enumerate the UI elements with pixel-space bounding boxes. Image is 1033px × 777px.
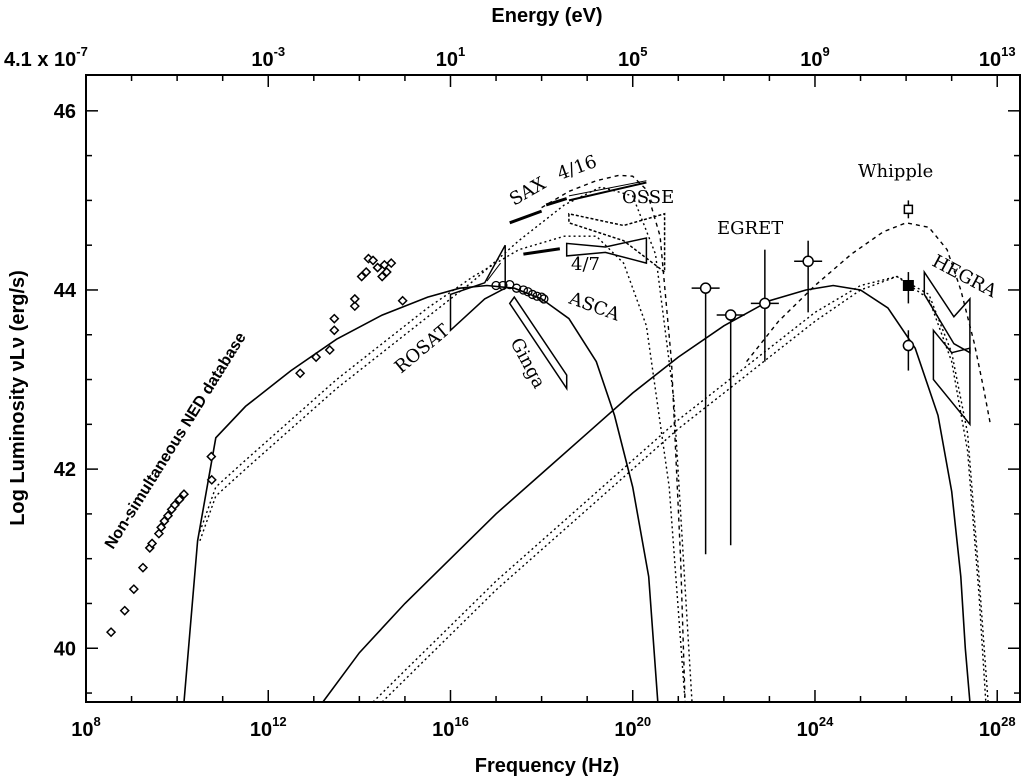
ned-point xyxy=(105,627,117,638)
sax-4-16-label: 4/16 xyxy=(555,151,600,185)
spectrum-hegra-2 xyxy=(932,328,971,427)
spectrum-4/7 xyxy=(565,237,648,265)
x-tick-label: 1020 xyxy=(614,714,651,741)
y-tick-label: 46 xyxy=(54,101,76,123)
data-points-layer xyxy=(105,200,915,638)
ned-point xyxy=(329,313,340,324)
x-axis-title: Frequency (Hz) xyxy=(475,755,619,777)
x-tick-label: 1016 xyxy=(432,714,469,741)
y-axis-title: Log Luminosity νLν (erg/s) xyxy=(7,270,29,526)
ned-point xyxy=(367,255,379,266)
asca-point xyxy=(491,280,501,291)
ratio-4-7-label: 4/7 xyxy=(571,254,600,275)
asca-point xyxy=(518,285,529,295)
asca-point xyxy=(498,280,508,291)
ned-point xyxy=(295,368,306,379)
asca-label: ASCA xyxy=(565,288,623,326)
ned-point xyxy=(156,522,167,533)
egret-point xyxy=(724,309,737,321)
x-tick-label: 1012 xyxy=(250,714,287,741)
ned-point xyxy=(361,266,372,278)
ned-point xyxy=(206,474,217,485)
ned-point xyxy=(119,605,130,616)
ned-point xyxy=(372,262,383,273)
ned-point xyxy=(178,489,190,500)
sax-label: SAX xyxy=(506,173,550,210)
top-axis-title: Energy (eV) xyxy=(491,5,602,27)
top-tick-label: 1013 xyxy=(979,44,1016,71)
ned-point xyxy=(349,293,360,304)
top-tick-label: 10-3 xyxy=(251,44,285,71)
top-tick-label: 101 xyxy=(436,44,465,71)
asca-point xyxy=(527,289,538,300)
tick-labels-layer: 108 1012 1016 1020 1024 1028 4.1 x 10-7 10-3 101… xyxy=(4,44,1016,741)
ned-point xyxy=(174,494,185,505)
ned-point xyxy=(324,344,335,356)
spectrum-ginga xyxy=(508,295,568,391)
ned-point xyxy=(381,266,392,278)
top-tick-label: 105 xyxy=(618,44,647,71)
ned-point xyxy=(169,499,180,511)
x-tick-label: 1028 xyxy=(979,714,1016,741)
model-curve-dotted xyxy=(199,186,693,702)
spectrum-segment xyxy=(509,209,543,225)
whipple-point-open-circle xyxy=(902,339,915,352)
ned-point xyxy=(147,538,158,549)
whipple-label: Whipple xyxy=(858,161,933,182)
asca-point xyxy=(523,287,533,297)
x-tick-label: 1024 xyxy=(797,714,834,741)
spectra-layer xyxy=(449,180,971,427)
spectrum-segment xyxy=(523,247,561,256)
spectrum-segment xyxy=(568,181,647,202)
top-tick-label: 109 xyxy=(800,44,829,71)
egret-point xyxy=(759,297,771,310)
ginga-label: Ginga xyxy=(506,334,550,392)
y-tick-label: 40 xyxy=(54,638,76,660)
model-curve-dotted xyxy=(372,275,987,702)
spectrum-segment xyxy=(545,197,568,207)
ned-point xyxy=(349,301,360,312)
spectrum-rosat xyxy=(449,244,506,333)
egret-point xyxy=(699,282,712,294)
ned-point xyxy=(128,584,139,595)
egret-label: EGRET xyxy=(717,218,783,239)
asca-point xyxy=(536,292,547,302)
ned-point xyxy=(386,258,397,269)
spectrum-segment xyxy=(568,180,647,197)
ned-point xyxy=(206,451,217,462)
ned-point xyxy=(329,325,340,336)
model-curve-dotted xyxy=(199,235,686,702)
ned-point xyxy=(137,562,149,573)
asca-point xyxy=(511,283,522,293)
ned-point xyxy=(162,510,174,521)
model-curve-dashed xyxy=(541,174,686,702)
ned-point xyxy=(311,352,322,363)
ned-point xyxy=(397,295,408,306)
model-curve-dotted xyxy=(381,275,989,702)
x-tick-label: 108 xyxy=(71,714,100,741)
y-tick-label: 44 xyxy=(54,280,77,302)
osse-label: OSSE xyxy=(622,187,674,208)
whipple-point-filled-square xyxy=(902,279,914,291)
y-tick-label: 42 xyxy=(54,459,76,481)
spectrum-segment xyxy=(486,262,502,282)
plot-frame-layer xyxy=(85,74,1021,703)
top-tick-label: 4.1 x 10-7 xyxy=(4,44,88,71)
model-curve-dashed xyxy=(746,222,992,425)
asca-point xyxy=(539,294,549,304)
whipple-point-open-square xyxy=(903,204,914,215)
ned-annotation: Non-simultaneous NED database xyxy=(102,330,250,552)
plot-frame xyxy=(85,74,1021,703)
egret-point xyxy=(802,255,814,268)
